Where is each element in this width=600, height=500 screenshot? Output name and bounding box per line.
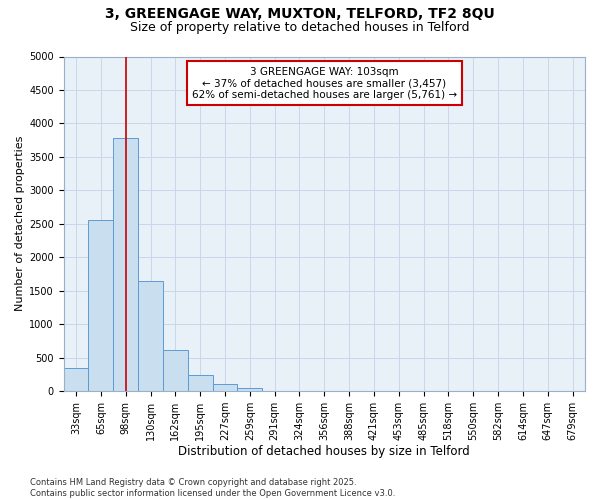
Text: 3, GREENGAGE WAY, MUXTON, TELFORD, TF2 8QU: 3, GREENGAGE WAY, MUXTON, TELFORD, TF2 8… [105, 8, 495, 22]
X-axis label: Distribution of detached houses by size in Telford: Distribution of detached houses by size … [178, 444, 470, 458]
Text: Contains HM Land Registry data © Crown copyright and database right 2025.
Contai: Contains HM Land Registry data © Crown c… [30, 478, 395, 498]
Bar [88, 220, 113, 391]
Text: 3 GREENGAGE WAY: 103sqm
← 37% of detached houses are smaller (3,457)
62% of semi: 3 GREENGAGE WAY: 103sqm ← 37% of detache… [192, 66, 457, 100]
Y-axis label: Number of detached properties: Number of detached properties [15, 136, 25, 312]
Bar [138, 280, 163, 391]
Bar [64, 368, 88, 391]
Bar [212, 384, 238, 391]
Bar [113, 138, 138, 391]
Bar [188, 374, 212, 391]
Bar [238, 388, 262, 391]
Text: Size of property relative to detached houses in Telford: Size of property relative to detached ho… [130, 21, 470, 34]
Bar [163, 350, 188, 391]
